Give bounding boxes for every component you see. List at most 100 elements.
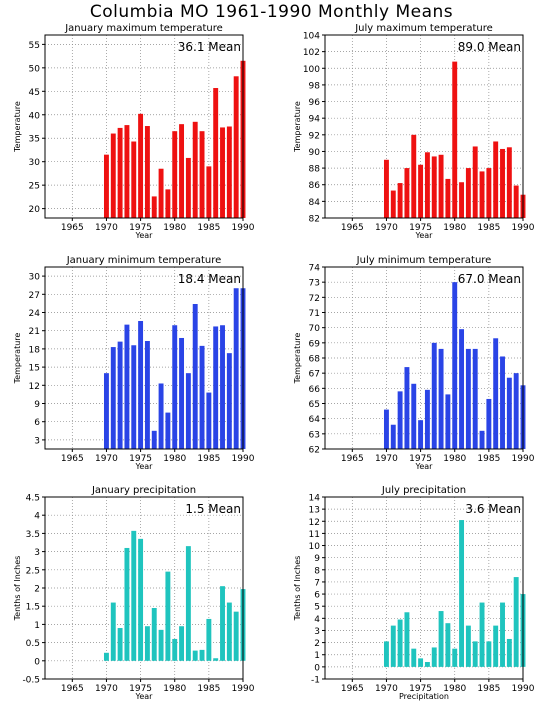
bar	[500, 602, 505, 667]
bar	[226, 126, 232, 218]
y-tick-label: 104	[303, 32, 320, 42]
y-tick-label: 63	[309, 430, 320, 440]
y-tick-label: 84	[309, 198, 321, 208]
y-tick-label: 1.5	[26, 603, 40, 613]
x-tick-label: 1985	[197, 454, 220, 464]
bar	[431, 647, 437, 667]
chart-title: January precipitation	[91, 485, 196, 496]
y-tick-label: 6	[34, 418, 40, 428]
y-tick-label: 6	[314, 591, 320, 601]
x-tick-label: 1980	[163, 223, 186, 233]
bar	[506, 377, 512, 449]
y-axis-label: Temperature	[13, 333, 22, 385]
bar	[431, 156, 437, 218]
y-tick-label: 13	[309, 506, 320, 516]
bar	[226, 353, 232, 449]
y-tick-label: 71	[309, 309, 320, 319]
bar	[452, 61, 458, 219]
bar	[131, 345, 137, 449]
bar	[486, 641, 492, 667]
y-tick-label: 96	[309, 98, 321, 108]
y-tick-label: 90	[309, 148, 321, 158]
chart-panel: 62 63 64 65 66 67 68 69 70 71 72 73 74 1965 1970 1975 19…	[293, 255, 535, 471]
bar	[513, 373, 519, 449]
bar	[185, 157, 191, 218]
mean-label: 18.4 Mean	[178, 272, 241, 286]
bar	[131, 141, 137, 218]
bar	[124, 125, 130, 218]
plot-frame	[44, 34, 244, 219]
x-tick-label: 1975	[129, 684, 152, 694]
y-tick-label: 10	[309, 542, 321, 552]
bar	[418, 164, 424, 218]
bar	[144, 626, 150, 661]
x-axis-label: Year	[135, 462, 154, 471]
x-tick-label: 1990	[232, 454, 255, 464]
y-tick-label: 9	[314, 554, 320, 564]
y-tick-label: 3	[314, 627, 320, 637]
bar	[383, 159, 389, 218]
y-tick-label: 74	[309, 264, 321, 274]
bar	[465, 168, 471, 218]
bar	[493, 141, 499, 218]
bar	[506, 638, 512, 667]
bar	[513, 185, 519, 218]
x-tick-label: 1990	[512, 684, 535, 694]
bar	[438, 154, 444, 218]
x-tick-label: 1980	[443, 454, 466, 464]
bar	[472, 146, 478, 218]
y-tick-label: 12	[29, 382, 40, 392]
y-tick-label: 21	[29, 327, 40, 337]
x-tick-label: 1970	[95, 454, 118, 464]
y-tick-label: 4	[314, 615, 320, 625]
bar	[213, 326, 219, 449]
y-tick-label: 67	[309, 370, 320, 380]
bar	[110, 602, 116, 661]
y-tick-label: 3	[34, 548, 40, 558]
chart-title: January minimum temperature	[66, 255, 222, 266]
bar	[479, 430, 485, 449]
bar	[165, 412, 171, 449]
y-tick-label: 70	[309, 324, 321, 334]
bar	[158, 168, 164, 218]
bar	[233, 611, 239, 661]
x-tick-label: 1965	[61, 223, 84, 233]
bar	[390, 190, 396, 218]
y-axis-label: Temperature	[293, 101, 302, 153]
bar	[390, 625, 396, 667]
bar	[418, 420, 424, 449]
y-tick-label: 30	[29, 273, 41, 283]
bar	[465, 348, 471, 449]
bar	[158, 383, 164, 449]
y-tick-label: 72	[309, 294, 320, 304]
y-tick-label: 12	[309, 518, 320, 528]
bar	[445, 178, 451, 218]
y-tick-label: 69	[309, 339, 321, 349]
bar	[220, 586, 225, 661]
y-axis-label: Temperature	[293, 333, 302, 385]
y-tick-label: 2.5	[26, 566, 40, 576]
bar	[172, 638, 178, 661]
x-tick-label: 1975	[129, 223, 152, 233]
x-tick-label: 1980	[443, 684, 466, 694]
bar	[418, 658, 424, 667]
y-tick-label: 7	[314, 578, 320, 588]
y-tick-label: 1	[34, 621, 40, 631]
bar	[185, 373, 191, 449]
x-tick-label: 1990	[232, 223, 255, 233]
bar	[172, 131, 178, 218]
bar	[465, 625, 471, 667]
x-tick-label: 1970	[95, 223, 118, 233]
y-tick-label: 8	[314, 566, 320, 576]
bar	[144, 341, 150, 449]
y-tick-label: 0	[34, 657, 40, 667]
y-tick-label: 98	[309, 81, 321, 91]
bar	[404, 612, 410, 667]
bar	[199, 345, 205, 449]
bar	[117, 127, 123, 218]
y-tick-label: 65	[309, 400, 320, 410]
bar	[138, 538, 144, 661]
y-tick-label: 66	[309, 385, 321, 395]
y-tick-label: 0.5	[26, 639, 40, 649]
